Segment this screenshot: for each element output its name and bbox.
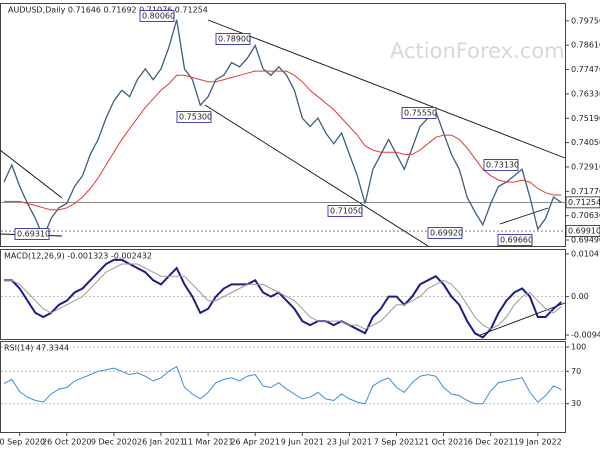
trend-line (0, 149, 63, 199)
rsi-title: RSI(14) 47.3344 (4, 344, 69, 353)
level-label: 0.75300 (179, 113, 212, 122)
level-box (483, 159, 519, 171)
y-tick-label: 0.00 (571, 292, 589, 301)
level-label: 0.71050 (330, 207, 363, 216)
level-label: 0.69660 (500, 236, 533, 245)
x-tick-label: 19 Jan 2022 (514, 438, 562, 447)
x-tick-label: 10 Sep 2020 (0, 438, 45, 447)
macd-title: MACD(12,26,9) -0.001323 -0.002432 (4, 252, 152, 261)
level-label: 0.73130 (486, 161, 519, 170)
macd-panel (0, 249, 566, 340)
level-box (215, 33, 251, 45)
watermark: ActionForex.com (390, 39, 565, 63)
level-box (427, 227, 463, 239)
price-marker-box (565, 196, 600, 209)
y-tick-label: 100 (571, 343, 586, 352)
x-tick-label: 7 Sep 2021 (374, 438, 420, 447)
level-label: 0.78900 (218, 35, 251, 44)
level-box (14, 228, 50, 240)
trend-line (207, 19, 566, 159)
series-line (4, 70, 562, 211)
level-label: 0.75550 (404, 109, 437, 118)
level-label: 0.69920 (430, 229, 463, 238)
x-tick-label: 26 Jan 2021 (137, 438, 185, 447)
price-title: AUDUSD,Daily 0.71646 0.71692 0.71076 0.7… (8, 6, 208, 15)
x-tick-label: 26 Oct 2020 (42, 438, 91, 447)
rsi-panel (0, 341, 566, 433)
x-tick-label: 23 Jul 2021 (327, 438, 372, 447)
x-tick-label: 9 Dec 2020 (91, 438, 137, 447)
price-panel (0, 3, 566, 247)
price-marker-box (565, 225, 600, 237)
x-tick-label: 26 Apr 2021 (230, 438, 279, 447)
level-box (327, 205, 363, 217)
x-tick-label: 11 Mar 2021 (183, 438, 234, 447)
series-line (4, 258, 563, 339)
y-tick-label: -0.009426 (571, 331, 600, 340)
series-line (3, 365, 562, 405)
level-box (139, 10, 175, 22)
level-box (401, 107, 437, 119)
level-label: 0.80060 (142, 12, 175, 21)
x-tick-label: 21 Oct 2021 (419, 438, 468, 447)
x-tick-label: 6 Dec 2021 (468, 438, 514, 447)
level-box (497, 234, 533, 246)
price-marker-label: 0.71254 (568, 198, 600, 207)
trend-line (204, 104, 429, 247)
series-line (4, 263, 562, 330)
y-tick-label: 30 (571, 399, 581, 408)
y-tick-label: 0.010472 (571, 249, 600, 258)
x-tick-label: 9 Jun 2021 (281, 438, 324, 447)
level-label: 0.69310 (17, 230, 50, 239)
trend-line (479, 302, 566, 336)
level-box (176, 111, 212, 123)
y-tick-label: 70 (571, 367, 581, 376)
trend-line (499, 207, 549, 225)
price-marker-label: 0.69910 (568, 227, 600, 236)
